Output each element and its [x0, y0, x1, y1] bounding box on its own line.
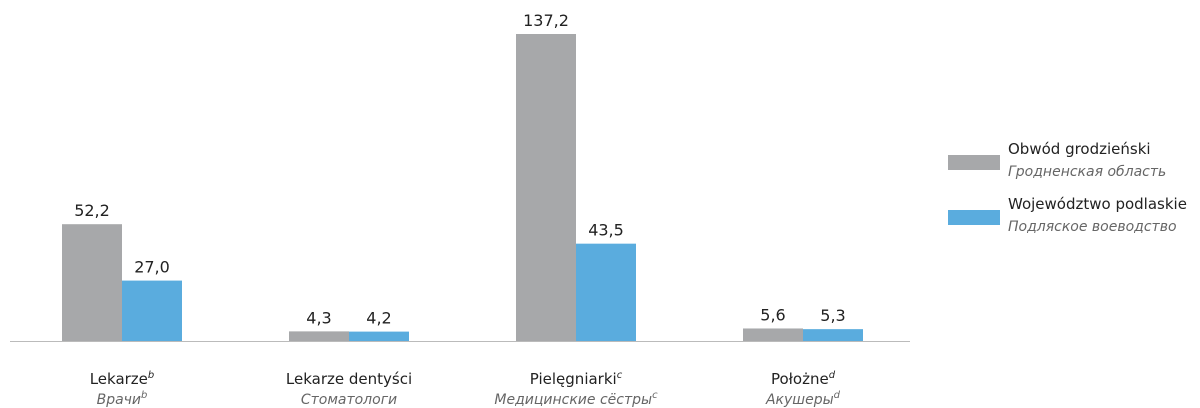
category-label-ru: Акушерыd [765, 390, 841, 408]
category-label: Lekarze dentyści [286, 370, 412, 388]
category-name-ru: Врачи [97, 392, 141, 408]
bar [516, 34, 576, 341]
value-label: 27,0 [134, 258, 170, 277]
category-note: d [829, 370, 836, 381]
category-label: Pielęgniarkic [530, 370, 623, 388]
category-name: Lekarze [90, 370, 148, 388]
legend-label: Województwo podlaskie [1008, 195, 1187, 213]
category-name-ru: Стоматологи [301, 392, 397, 408]
legend-label-ru: Гродненская область [1008, 164, 1166, 180]
legend-label: Obwód grodzieński [1008, 140, 1151, 158]
category-label-ru: Стоматологи [301, 392, 397, 408]
category-name-ru: Акушеры [765, 392, 834, 408]
category-label-ru: Медицинские сёстрыc [494, 390, 658, 408]
legend-swatch [948, 210, 1000, 225]
category-note: c [617, 370, 623, 381]
bar [62, 224, 122, 341]
value-label: 52,2 [74, 201, 110, 220]
value-label: 4,2 [366, 309, 391, 328]
category-label: Lekarzeb [90, 370, 155, 388]
bar [803, 329, 863, 341]
bar [349, 331, 409, 341]
category-name-ru: Медицинские сёстры [494, 392, 652, 408]
category-note: b [148, 370, 154, 381]
category-note-ru: b [141, 390, 147, 401]
legend-label-ru: Подляское воеводство [1008, 219, 1177, 235]
value-label: 5,3 [820, 306, 845, 325]
value-label: 43,5 [588, 221, 624, 240]
category-note-ru: c [652, 390, 658, 401]
category-label: Położned [771, 370, 836, 388]
bar [576, 243, 636, 341]
category-name: Lekarze dentyści [286, 370, 412, 388]
category-note-ru: d [834, 390, 841, 401]
category-name: Pielęgniarki [530, 370, 617, 388]
legend-swatch [948, 155, 1000, 170]
category-label-ru: Врачиb [97, 390, 148, 408]
value-label: 137,2 [523, 11, 569, 30]
bar [743, 328, 803, 341]
bar [122, 280, 182, 341]
bar [289, 331, 349, 341]
category-name: Położne [771, 370, 829, 388]
value-label: 4,3 [306, 308, 331, 327]
value-label: 5,6 [760, 305, 785, 324]
